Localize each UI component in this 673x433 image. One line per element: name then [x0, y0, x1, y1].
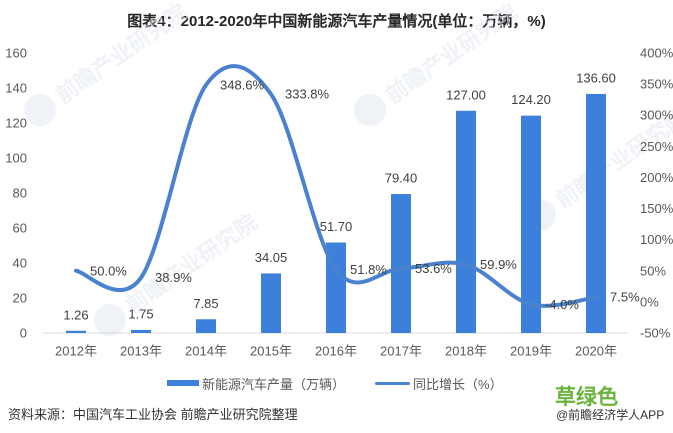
line-value-label: 51.8% [350, 262, 387, 277]
y-axis-tick-label: 80 [13, 186, 27, 201]
line-value-label: 38.9% [155, 270, 192, 285]
brand-watermark-text: 前瞻产业研究院 [121, 209, 262, 318]
legend-label-growth: 同比增长（%） [413, 376, 503, 392]
bar [586, 93, 606, 333]
bar [131, 329, 151, 333]
legend-item-growth: 同比增长（%） [375, 374, 503, 393]
line-value-label: 348.6% [220, 77, 265, 92]
stamp-watermark: 草绿色 [555, 386, 618, 409]
legend-label-production: 新能源汽车产量（万辆） [202, 376, 346, 392]
brand-logo-icon [24, 94, 56, 126]
y-axis-tick-label: 60 [13, 221, 27, 236]
source-note: 资料来源：中国汽车工业协会 前瞻产业研究院整理 [8, 407, 298, 422]
y2-axis-tick-label: 200% [640, 170, 673, 185]
bar-value-label: 124.20 [511, 92, 551, 107]
bar-value-label: 79.40 [385, 171, 418, 186]
x-axis-tick-label: 2020年 [575, 344, 617, 359]
y2-axis-tick-label: 0% [640, 294, 659, 309]
legend-item-production: 新能源汽车产量（万辆） [167, 374, 345, 393]
y-axis-tick-label: 20 [13, 291, 27, 306]
x-axis-tick-label: 2015年 [250, 344, 292, 359]
y2-axis-tick-label: 50% [640, 263, 666, 278]
line-value-label: 59.9% [480, 257, 517, 272]
bar [521, 115, 541, 334]
line-value-label: 333.8% [285, 87, 330, 102]
x-axis-tick-label: 2013年 [120, 344, 162, 359]
brand-watermark-text: 前瞻产业研究院 [51, 0, 192, 108]
bar-value-label: 1.75 [128, 306, 153, 321]
bar [391, 194, 411, 333]
line-value-label: 50.0% [90, 263, 127, 278]
y2-axis-tick-label: 100% [640, 232, 673, 247]
y-axis-tick-label: 0 [20, 326, 27, 341]
bar [261, 273, 281, 333]
x-axis-tick-label: 2017年 [380, 344, 422, 359]
bar-value-label: 127.00 [446, 87, 486, 102]
bar-value-label: 34.05 [255, 250, 288, 265]
bar-value-label: 136.60 [576, 70, 616, 85]
x-axis-tick-label: 2019年 [510, 344, 552, 359]
y-axis-tick-label: 140 [5, 81, 27, 96]
bar-value-label: 1.26 [63, 307, 88, 322]
brand-watermark: 前瞻产业研究院 [24, 0, 192, 126]
brand-logo-icon [354, 94, 386, 126]
x-axis-tick-label: 2014年 [185, 344, 227, 359]
x-axis-tick-label: 2018年 [445, 344, 487, 359]
line-value-label: 7.5% [610, 290, 640, 305]
line-swatch-icon [375, 381, 411, 385]
x-axis-tick-label: 2016年 [315, 344, 357, 359]
growth-line [74, 64, 598, 308]
chart-title: 图表4：2012-2020年中国新能源汽车产量情况(单位：万辆，%) [127, 13, 546, 30]
chart-legend: 新能源汽车产量（万辆） 同比增长（%） [167, 374, 503, 392]
bar-value-label: 51.70 [320, 219, 353, 234]
app-watermark: @前瞻经济学人APP [556, 408, 665, 422]
y2-axis-tick-label: 350% [640, 77, 673, 92]
line-value-label: 53.6% [415, 261, 452, 276]
x-axis-tick-label: 2012年 [55, 344, 97, 359]
bar-value-label: 7.85 [193, 296, 218, 311]
data-labels: 1.26 1.75 7.85 34.05 51.70 79.40 127.00 124.20 1… [63, 70, 640, 322]
y2-axis-tick-label: -50% [640, 326, 671, 341]
line-value-label: -4.0% [545, 297, 579, 312]
bar-swatch-icon [167, 380, 199, 386]
brand-logo-icon [94, 304, 126, 336]
y-axis-tick-label: 120 [5, 116, 27, 131]
bar [196, 319, 216, 333]
y-axis-tick-label: 160 [5, 46, 27, 61]
y-axis-tick-label: 40 [13, 256, 27, 271]
axes: 0 20 40 60 80 100 120 140 160 -50% 0% 50% 100% 150% 20… [5, 46, 673, 359]
line-series [74, 64, 598, 308]
y2-axis-tick-label: 250% [640, 139, 673, 154]
y-axis-tick-label: 100 [5, 151, 27, 166]
bar [456, 110, 476, 333]
y2-axis-tick-label: 150% [640, 201, 673, 216]
bar [66, 330, 86, 333]
y2-axis-tick-label: 400% [640, 46, 673, 61]
brand-watermark: 前瞻产业研究院 [354, 0, 522, 126]
y2-axis-tick-label: 300% [640, 108, 673, 123]
